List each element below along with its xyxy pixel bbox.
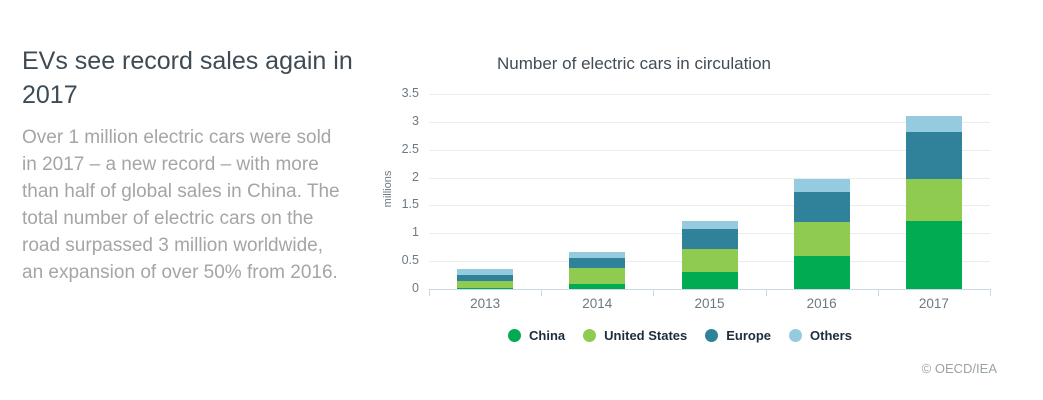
bar-2017-segment-china — [906, 221, 962, 289]
bar-2016-segment-others — [794, 179, 850, 192]
legend: China United States Europe Others — [370, 328, 990, 343]
y-tick-2: 2 — [412, 169, 419, 184]
y-tick-2.5: 2.5 — [401, 141, 419, 156]
y-tick-3.5: 3.5 — [401, 86, 419, 100]
x-label-2017: 2017 — [918, 296, 949, 311]
legend-item-united-states: United States — [583, 328, 687, 343]
intro-paragraph: Over 1 million electric cars were sold i… — [22, 127, 340, 283]
legend-dot-others — [789, 329, 803, 342]
bar-2015-segment-europe — [682, 229, 738, 249]
bar-2013-segment-others — [457, 269, 513, 275]
gridline-1.5 — [429, 205, 990, 207]
y-tick-1.5: 1.5 — [401, 197, 419, 212]
bar-2014-segment-united-states — [569, 268, 625, 284]
legend-label-others: Others — [810, 328, 852, 343]
x-axis-tick — [878, 289, 879, 296]
bar-2013-segment-china — [457, 288, 513, 289]
legend-dot-china — [508, 329, 522, 342]
gridline-3 — [429, 121, 990, 123]
y-tick-0.5: 0.5 — [401, 253, 419, 268]
bar-2013-segment-europe — [457, 275, 513, 281]
x-axis-tick — [990, 289, 991, 296]
legend-label-united-states: United States — [604, 328, 688, 343]
bar-2017-segment-others — [906, 116, 962, 132]
copyright-label: © OECD/IEA — [921, 361, 997, 376]
bar-2014-segment-china — [569, 284, 625, 289]
x-label-2016: 2016 — [806, 296, 837, 311]
x-label-2015: 2015 — [694, 296, 725, 311]
plot-area — [429, 94, 991, 296]
legend-label-europe: Europe — [726, 328, 772, 343]
y-tick-1: 1 — [412, 225, 419, 240]
bar-2016-segment-china — [794, 256, 850, 289]
x-label-2014: 2014 — [582, 296, 613, 311]
bar-2013-segment-united-states — [457, 281, 513, 288]
x-axis-line — [429, 289, 990, 290]
bar-2014-segment-others — [569, 252, 625, 258]
legend-item-europe: Europe — [705, 328, 771, 343]
bar-2015-segment-china — [682, 272, 738, 289]
bar-2016-segment-europe — [794, 192, 850, 222]
x-axis-tick — [541, 289, 542, 296]
bar-2016-segment-united-states — [794, 222, 850, 256]
legend-item-china: China — [508, 328, 565, 343]
y-tick-0: 0 — [412, 281, 419, 295]
bar-2017-segment-europe — [906, 132, 962, 179]
headline: EVs see record sales again in 2017 — [22, 47, 353, 109]
gridline-2 — [429, 177, 990, 179]
x-axis-tick — [766, 289, 767, 296]
gridline-3.5 — [429, 94, 990, 95]
legend-dot-europe — [705, 329, 719, 342]
x-label-2013: 2013 — [470, 296, 501, 311]
bar-2015-segment-united-states — [682, 249, 738, 272]
legend-label-china: China — [529, 328, 566, 343]
bar-2015-segment-others — [682, 221, 738, 229]
legend-dot-united-states — [583, 329, 597, 342]
gridline-2.5 — [429, 149, 990, 151]
x-axis-tick — [653, 289, 654, 296]
bar-2017-segment-united-states — [906, 179, 962, 221]
bar-2014-segment-europe — [569, 258, 625, 268]
legend-item-others: Others — [789, 328, 852, 343]
chart-title: Number of electric cars in circulation — [497, 54, 771, 73]
y-tick-3: 3 — [412, 113, 419, 128]
x-axis-tick — [429, 289, 430, 296]
